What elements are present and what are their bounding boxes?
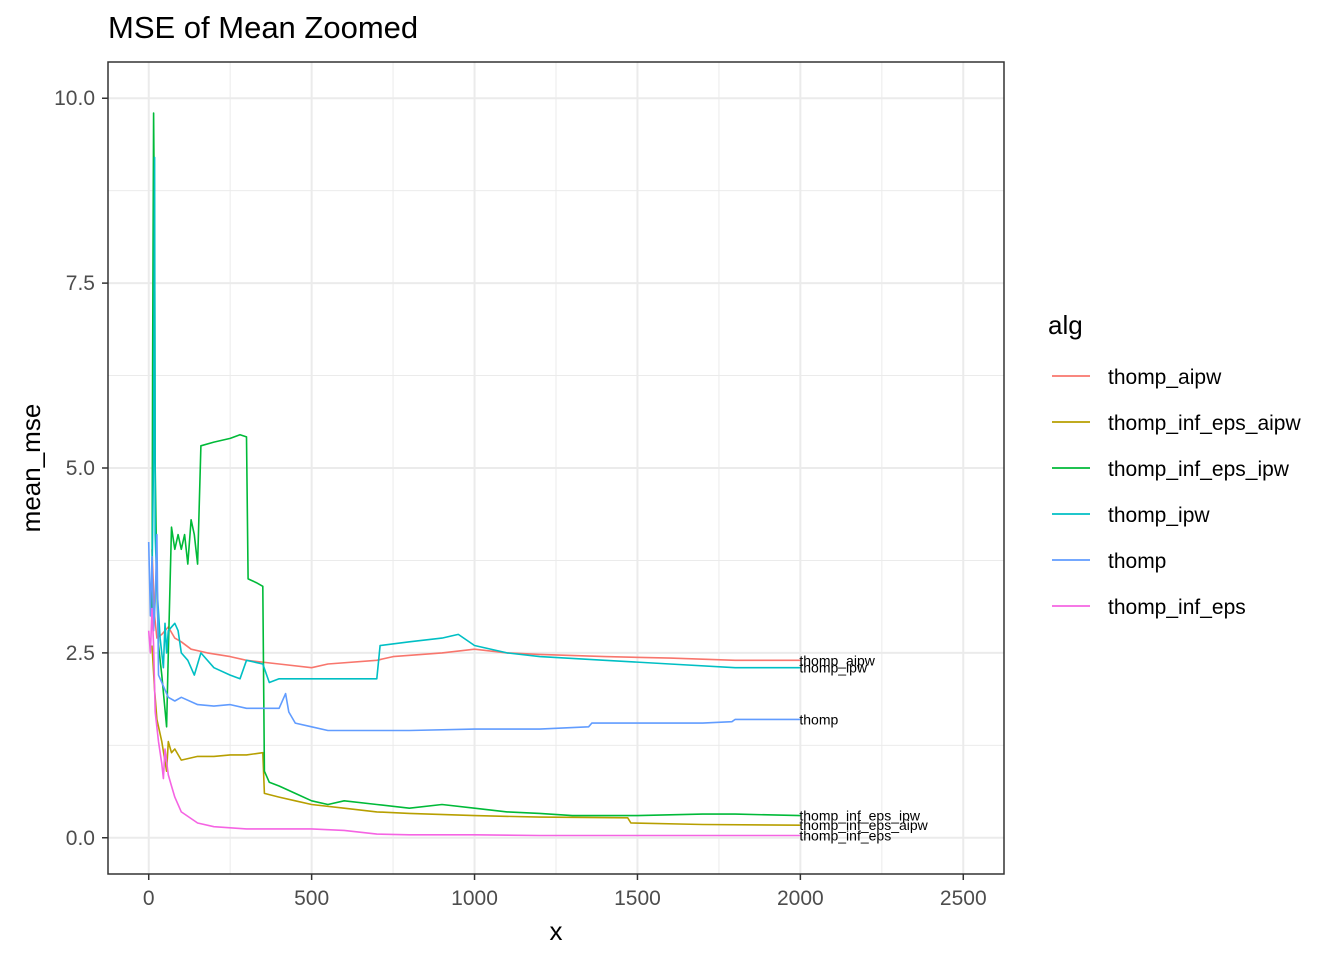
legend-label-thomp_inf_eps_aipw: thomp_inf_eps_aipw: [1108, 412, 1301, 435]
series-line-thomp_aipw: [151, 549, 801, 669]
end-label-thomp_inf_eps_ipw: thomp_inf_eps_ipw: [799, 808, 921, 824]
series-line-thomp_inf_eps: [147, 607, 801, 837]
y-tick-label: 10.0: [54, 87, 95, 110]
series-line-thomp: [147, 533, 801, 732]
y-tick-label: 5.0: [66, 457, 95, 480]
x-tick-label: 0: [143, 887, 155, 910]
y-tick-label: 7.5: [66, 272, 95, 295]
y-tick-label: 0.0: [66, 827, 95, 850]
x-tick-label: 1500: [614, 887, 661, 910]
end-label-thomp_inf_eps_aipw: thomp_inf_eps_aipw: [799, 817, 928, 833]
legend-title: alg: [1048, 310, 1083, 340]
x-tick-label: 2500: [940, 887, 987, 910]
series-line-thomp_ipw: [151, 156, 801, 684]
series-line-thomp_inf_eps_ipw: [151, 112, 801, 817]
end-label-thomp_ipw: thomp_ipw: [799, 660, 868, 676]
end-label-thomp: thomp: [799, 711, 838, 727]
legend-label-thomp_inf_eps: thomp_inf_eps: [1108, 596, 1246, 619]
legend: alg thomp_aipw thomp_inf_eps_aipw thomp_inf…: [1048, 310, 1301, 619]
legend-label-thomp_ipw: thomp_ipw: [1108, 504, 1210, 527]
y-tick-label: 2.5: [66, 642, 95, 665]
end-label-thomp_inf_eps: thomp_inf_eps: [799, 828, 891, 844]
x-axis-title: x: [550, 916, 563, 946]
legend-label-thomp: thomp: [1108, 550, 1166, 573]
x-tick-label: 2000: [777, 887, 824, 910]
legend-label-thomp_inf_eps_ipw: thomp_inf_eps_ipw: [1108, 458, 1290, 481]
chart-title: MSE of Mean Zoomed: [108, 10, 419, 45]
legend-label-thomp_aipw: thomp_aipw: [1108, 366, 1222, 389]
y-axis-title: mean_mse: [16, 404, 46, 533]
x-tick-label: 500: [294, 887, 329, 910]
x-tick-label: 1000: [451, 887, 498, 910]
end-label-thomp_aipw: thomp_aipw: [799, 652, 875, 668]
